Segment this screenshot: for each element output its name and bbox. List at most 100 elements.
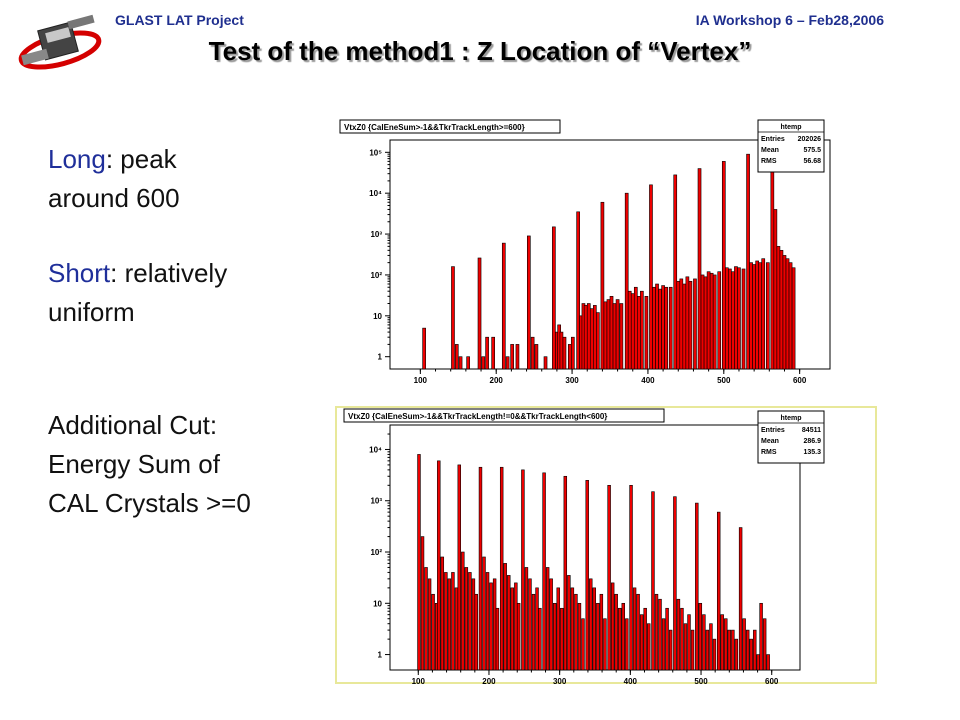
- histogram-bar: [676, 280, 681, 370]
- histogram-bar: [633, 286, 638, 370]
- histogram-bar: [501, 242, 506, 370]
- chart-title: VtxZ0 {CalEneSum>-1&&TkrTrackLength>=600…: [344, 123, 525, 132]
- x-tick-label: 100: [414, 376, 428, 385]
- histogram-bar: [559, 331, 564, 370]
- histogram-bar: [552, 226, 556, 370]
- long-note: Long: peak around 600: [48, 140, 180, 218]
- cut-line3: CAL Crystals >=0: [48, 488, 251, 518]
- histogram-bar: [773, 209, 778, 370]
- histogram-bar: [779, 250, 784, 370]
- histogram-bar: [765, 262, 770, 370]
- histogram-bar: [644, 296, 649, 370]
- histogram-bar: [700, 274, 705, 370]
- histogram-bar: [619, 303, 624, 370]
- chart-title-box: [339, 119, 561, 134]
- histogram-bar: [649, 184, 653, 370]
- histogram-bar: [583, 305, 588, 370]
- histogram-bar: [679, 278, 684, 370]
- histogram-bar: [593, 305, 597, 370]
- histogram-bar: [703, 276, 708, 370]
- stats-value: 575.5: [803, 147, 821, 154]
- histogram-bar: [682, 283, 687, 370]
- histogram-bar: [728, 268, 732, 370]
- histogram-bar: [534, 344, 539, 370]
- histogram-bar: [510, 344, 514, 370]
- cut-line1: Additional Cut:: [48, 410, 218, 440]
- histogram-bar: [422, 327, 426, 370]
- histogram-bar: [458, 356, 463, 370]
- stats-name: htemp: [781, 124, 802, 131]
- histogram-bar: [717, 271, 722, 370]
- stats-value: 202026: [798, 136, 821, 143]
- histogram-bar: [693, 278, 697, 370]
- histogram-bar: [615, 299, 620, 370]
- long-line2: around 600: [48, 183, 180, 213]
- cut-note: Additional Cut: Energy Sum of CAL Crysta…: [48, 406, 251, 523]
- plot-frame: [389, 139, 831, 370]
- x-tick-label: 400: [641, 376, 655, 385]
- histogram-bar: [579, 315, 583, 370]
- histogram-bar: [451, 266, 455, 370]
- histogram-bar: [776, 246, 781, 370]
- histogram-bar: [491, 336, 495, 370]
- histogram-bar: [481, 356, 486, 370]
- histogram-bar: [755, 260, 759, 370]
- histogram-bar: [737, 267, 741, 370]
- histogram-bar: [758, 262, 763, 370]
- cut-line2: Energy Sum of: [48, 449, 220, 479]
- header-left: GLAST LAT Project: [115, 12, 244, 28]
- histogram-bar: [749, 262, 753, 370]
- x-tick-label: 600: [793, 376, 807, 385]
- histogram-bar: [515, 344, 520, 370]
- histogram-bar: [624, 192, 629, 370]
- y-tick-label: 10: [373, 312, 382, 321]
- histogram-bar: [752, 264, 756, 370]
- stats-key: Entries: [761, 136, 785, 143]
- histogram-bar: [454, 344, 459, 370]
- histogram-bar: [688, 280, 693, 370]
- histogram-bar: [543, 356, 548, 370]
- histogram-bar: [477, 257, 482, 370]
- short-line2: uniform: [48, 297, 135, 327]
- chart-2-frame: [335, 406, 877, 684]
- histogram-bar: [761, 258, 766, 370]
- histogram-bar: [770, 141, 775, 370]
- histogram-bar: [791, 267, 796, 370]
- histogram-bar: [530, 336, 535, 370]
- chart-1-group: 100 200 300 400 500 600 1 10 10² 10³ 10⁴ 10⁵ VtxZ0 {…: [339, 119, 831, 385]
- histogram-bar: [567, 344, 572, 370]
- histogram-bar: [658, 288, 662, 370]
- header-right: IA Workshop 6 – Feb28,2006: [695, 12, 884, 28]
- histogram-bar: [731, 271, 735, 370]
- stats-key: RMS: [761, 158, 777, 165]
- histogram-bar: [562, 336, 567, 370]
- histogram-bar: [734, 266, 738, 370]
- y-tick-label: 10⁵: [369, 148, 382, 157]
- histogram-bar: [655, 283, 659, 370]
- histogram-bar: [586, 303, 591, 370]
- histogram-bar: [589, 308, 594, 370]
- histogram-bar: [576, 211, 580, 370]
- histogram-bar: [697, 168, 702, 370]
- stats-box: [757, 119, 825, 173]
- stats-value: 56.68: [803, 158, 821, 165]
- x-tick-label: 500: [717, 376, 731, 385]
- long-rest: : peak: [105, 144, 177, 174]
- histogram-bar: [555, 331, 559, 370]
- histogram-bar: [721, 161, 726, 370]
- histogram-bar: [630, 293, 635, 370]
- histogram-bar: [596, 312, 600, 370]
- histogram-bar: [725, 267, 729, 370]
- histogram-bar: [661, 285, 665, 370]
- short-note: Short: relatively uniform: [48, 254, 227, 332]
- histogram-bar: [685, 276, 690, 370]
- histogram-bar: [640, 290, 644, 370]
- histogram-bar: [557, 324, 561, 370]
- histogram-bar: [571, 336, 575, 370]
- histogram-bar: [746, 153, 750, 370]
- histogram-bar: [627, 290, 632, 370]
- histogram-bar: [706, 271, 711, 370]
- y-tick-label: 10²: [370, 271, 382, 280]
- histogram-bar: [782, 255, 787, 370]
- short-label: Short: [48, 258, 111, 288]
